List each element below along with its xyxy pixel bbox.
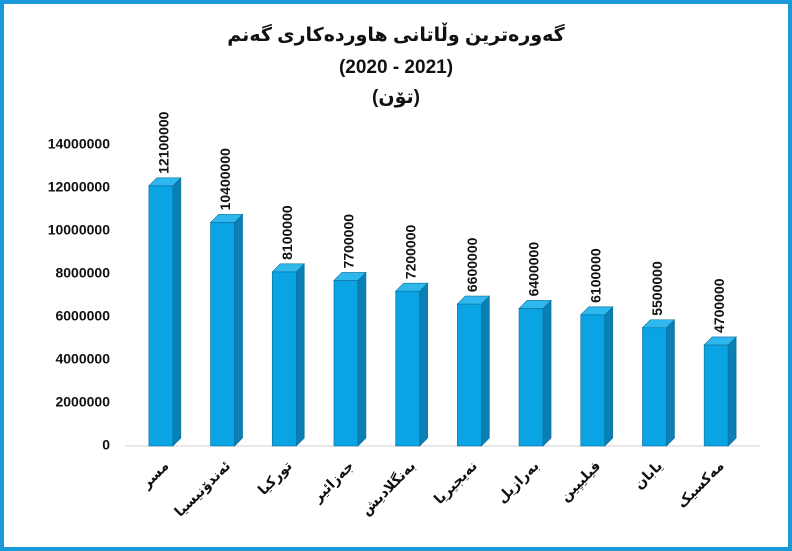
bar	[580, 306, 614, 447]
value-label: 12100000	[156, 111, 172, 174]
bar-front	[333, 280, 359, 447]
y-tick-label: 14000000	[48, 136, 111, 152]
bar-top	[333, 272, 367, 281]
value-label: 10400000	[217, 148, 233, 211]
bar	[641, 319, 676, 447]
bar-top	[209, 214, 244, 223]
bar-top	[641, 319, 676, 329]
chart-subtitle: (2020 - 2021)	[339, 57, 453, 78]
y-tick-label: 0	[102, 437, 110, 453]
bar-top	[703, 336, 737, 346]
y-tick-label: 4000000	[55, 351, 110, 367]
value-label: 6600000	[464, 237, 480, 292]
bar-front	[703, 344, 729, 447]
bar-side	[666, 319, 675, 447]
bar-top	[580, 306, 614, 316]
bar	[703, 336, 737, 447]
bar-front	[148, 185, 174, 447]
bar	[518, 299, 552, 447]
bar-front	[395, 290, 420, 447]
chart-title: گەورەترین وڵاتانی هاوردەکاری گەنم	[227, 22, 565, 46]
bar-top	[148, 177, 182, 187]
bar-front	[518, 308, 544, 447]
bar	[394, 282, 429, 447]
bar-side	[542, 299, 552, 447]
bar-top	[518, 300, 552, 309]
bar	[271, 263, 305, 447]
bar-top	[271, 263, 305, 273]
bar-top	[456, 295, 491, 305]
bar	[209, 213, 244, 447]
bar-side	[172, 177, 182, 447]
value-label: 6400000	[526, 242, 542, 297]
bar	[456, 295, 491, 447]
bar-side	[419, 282, 428, 447]
value-label: 5500000	[649, 261, 665, 316]
bar	[148, 177, 182, 447]
y-tick-label: 12000000	[48, 179, 111, 195]
bar-side	[295, 263, 305, 447]
value-label: 4700000	[711, 278, 727, 333]
bar	[333, 271, 367, 447]
value-label: 6100000	[587, 248, 603, 303]
bar-front	[580, 314, 606, 447]
bar-side	[234, 213, 243, 447]
bar-front	[457, 303, 482, 447]
bar-side	[481, 295, 490, 447]
bar-side	[727, 336, 737, 447]
bar-side	[357, 271, 367, 447]
bar-front	[271, 271, 297, 447]
y-tick-label: 2000000	[55, 394, 110, 410]
value-label: 7200000	[402, 224, 418, 279]
y-tick-label: 10000000	[48, 222, 111, 238]
bar-front	[210, 222, 235, 447]
y-tick-label: 8000000	[55, 265, 110, 281]
bar-front	[642, 327, 667, 447]
y-tick-label: 6000000	[55, 308, 110, 324]
value-label: 8100000	[279, 205, 295, 260]
bar-top	[394, 282, 429, 292]
bar-side	[604, 306, 614, 447]
value-label: 7700000	[341, 214, 357, 269]
unit-label: (تۆن)	[372, 87, 420, 108]
